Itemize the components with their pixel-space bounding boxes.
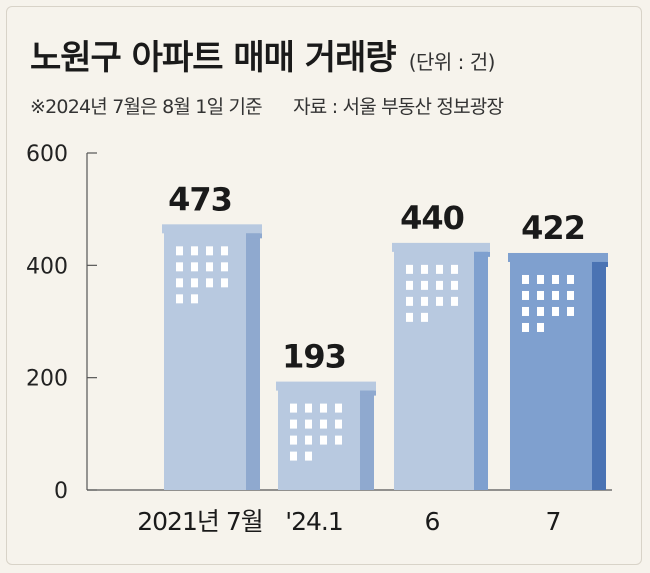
bar-window xyxy=(522,322,529,332)
bar-window xyxy=(290,451,297,461)
bar-roof xyxy=(276,381,376,391)
bar-window xyxy=(305,419,312,429)
bar-window xyxy=(335,403,342,413)
bar-window xyxy=(552,290,559,300)
bar-window xyxy=(552,306,559,316)
x-tick-label: 6 xyxy=(425,507,440,536)
bar-window xyxy=(436,264,443,274)
bar-window xyxy=(176,294,183,304)
bar-window xyxy=(567,306,574,316)
bar xyxy=(164,232,246,490)
bar-window xyxy=(206,278,213,288)
bar-roof xyxy=(392,242,490,252)
bar-window xyxy=(421,312,428,322)
bar-window xyxy=(451,296,458,306)
bar-window xyxy=(206,262,213,272)
bar-roof-shade xyxy=(360,390,376,396)
bar-window xyxy=(421,280,428,290)
bar-window xyxy=(176,262,183,272)
bar-window xyxy=(320,435,327,445)
bar-window xyxy=(567,290,574,300)
bar-window xyxy=(522,306,529,316)
bar-window xyxy=(406,296,413,306)
bar-window xyxy=(221,246,228,256)
bar-window xyxy=(537,306,544,316)
bar-window xyxy=(320,403,327,413)
bar-window xyxy=(290,419,297,429)
bar-side xyxy=(592,260,606,490)
bar-window xyxy=(176,246,183,256)
bar xyxy=(394,250,474,490)
bar-window xyxy=(305,435,312,445)
bar-roof xyxy=(162,224,262,234)
bar-window xyxy=(206,246,213,256)
x-tick-label: '24.1 xyxy=(285,507,343,536)
data-label: 473 xyxy=(168,180,232,218)
bar-side xyxy=(474,250,488,490)
title-row: 노원구 아파트 매매 거래량 (단위 : 건) xyxy=(30,30,495,79)
bar-window xyxy=(221,278,228,288)
data-label: 193 xyxy=(282,338,346,376)
bar-window xyxy=(522,274,529,284)
bar-roof-shade xyxy=(592,261,608,267)
bar-window xyxy=(567,274,574,284)
bar-window xyxy=(522,290,529,300)
bar-window xyxy=(537,290,544,300)
bar-window xyxy=(406,312,413,322)
bar-window xyxy=(451,280,458,290)
bar-window xyxy=(320,419,327,429)
y-tick-label: 400 xyxy=(26,254,68,279)
unit-label: (단위 : 건) xyxy=(408,50,496,74)
bar-window xyxy=(305,451,312,461)
bar-window xyxy=(537,322,544,332)
bar-side xyxy=(246,232,260,490)
y-tick-label: 600 xyxy=(26,142,68,167)
bar-window xyxy=(335,435,342,445)
bar-window xyxy=(305,403,312,413)
bar-window xyxy=(537,274,544,284)
source-label: 자료 : 서울 부동산 정보광장 xyxy=(293,96,504,118)
bar-window xyxy=(290,435,297,445)
y-tick-label: 0 xyxy=(54,479,68,504)
bar-window xyxy=(176,278,183,288)
bar-window xyxy=(290,403,297,413)
bar-roof-shade xyxy=(246,233,262,239)
bar-window xyxy=(451,264,458,274)
bar-window xyxy=(191,294,198,304)
bar-window xyxy=(221,262,228,272)
data-label: 440 xyxy=(400,199,464,237)
y-tick-label: 200 xyxy=(26,367,68,392)
bar-window xyxy=(335,419,342,429)
x-tick-label: 2021년 7월 xyxy=(137,507,262,536)
data-label: 422 xyxy=(521,209,585,247)
bar-window xyxy=(406,264,413,274)
date-note: ※2024년 7월은 8월 1일 기준 xyxy=(30,96,263,118)
bar-window xyxy=(421,296,428,306)
bar-window xyxy=(191,278,198,288)
chart-title: 노원구 아파트 매매 거래량 xyxy=(30,38,397,78)
x-tick-label: 7 xyxy=(546,507,561,536)
bar-roof-shade xyxy=(474,251,490,257)
subtitle-row: ※2024년 7월은 8월 1일 기준 자료 : 서울 부동산 정보광장 xyxy=(30,92,504,119)
bar-window xyxy=(436,280,443,290)
chart-frame xyxy=(6,6,642,565)
bar-window xyxy=(436,296,443,306)
bar-window xyxy=(406,280,413,290)
bar-roof xyxy=(508,252,608,262)
bar-window xyxy=(191,262,198,272)
bar-side xyxy=(360,389,374,490)
bar-window xyxy=(191,246,198,256)
bar-window xyxy=(421,264,428,274)
bar-window xyxy=(552,274,559,284)
